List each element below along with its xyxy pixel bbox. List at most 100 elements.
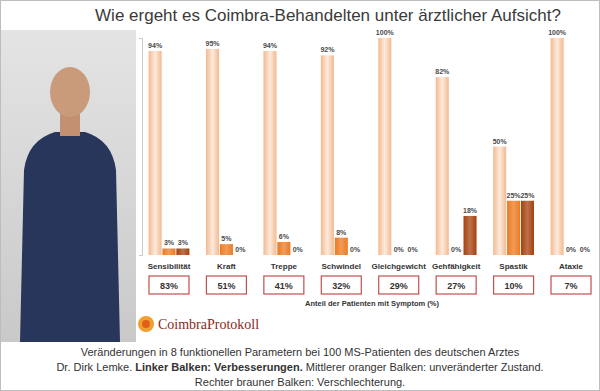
caption-segment: Rechter brauner Balken: Verschlechterung…: [195, 376, 405, 388]
share-value: 32%: [332, 281, 350, 291]
logo: CoimbraProtokoll: [138, 316, 259, 332]
share-value: 83%: [160, 281, 178, 291]
data-label: 0%: [293, 246, 304, 253]
y-tick-mark: [139, 38, 142, 39]
caption-segment: Mittlerer oranger Balken: unveränderter …: [306, 361, 544, 373]
data-label: 0%: [394, 246, 405, 253]
bar: [149, 51, 162, 255]
caption-segment: Veränderungen in 8 funktionellen Paramet…: [81, 346, 520, 358]
y-tick-mark: [139, 255, 142, 256]
data-labels: 94%95%94%92%100%82%50%100%3%5%6%8%0%0%25…: [148, 29, 591, 253]
x-tick-label: Gehfähigkeit: [432, 262, 481, 271]
title: Wie ergeht es Coimbra-Behandelten unter …: [95, 6, 561, 25]
data-label: 3%: [164, 239, 175, 246]
frame: [1, 1, 600, 391]
share-value: 10%: [505, 281, 523, 291]
y-tick: [139, 38, 142, 39]
x-tick: Ataxie: [559, 262, 584, 271]
data-label: 0%: [580, 246, 591, 253]
caption-line: Rechter brauner Balken: Verschlechterung…: [195, 376, 405, 388]
data-label: 8%: [336, 229, 347, 236]
bar: [493, 147, 506, 256]
data-label: 94%: [263, 42, 278, 49]
caption: Veränderungen in 8 funktionellen Paramet…: [56, 346, 543, 388]
x-tick-label: Schwindel: [322, 262, 362, 271]
logo-text: CoimbraProtokoll: [158, 317, 259, 332]
share-box: [379, 276, 419, 294]
photo-background: [0, 30, 136, 342]
data-label: 6%: [279, 233, 290, 240]
background: [0, 0, 600, 391]
data-label: 0%: [350, 246, 361, 253]
x-tick-label: Gleichgewicht: [372, 262, 427, 271]
bar: [162, 248, 175, 255]
bars: [149, 38, 564, 255]
share-label: Anteil der Patienten mit Symptom (%): [305, 299, 439, 308]
bar: [578, 255, 591, 256]
logo-sun: [138, 316, 154, 332]
bar: [291, 255, 304, 256]
bar: [392, 255, 405, 256]
share-value: 29%: [390, 281, 408, 291]
x-tick: Gleichgewicht: [372, 262, 427, 271]
y-axis: [139, 39, 143, 256]
share-box: [551, 276, 591, 294]
y-tick: [139, 255, 142, 256]
bar: [378, 38, 391, 255]
photo-body: [20, 132, 120, 342]
title-bar: [0, 0, 600, 30]
share-box: [494, 276, 534, 294]
data-label: 0%: [451, 246, 462, 253]
data-label: 0%: [235, 246, 246, 253]
share-box: [321, 276, 361, 294]
data-label: 94%: [148, 42, 163, 49]
share-value: 27%: [447, 281, 465, 291]
bar: [507, 201, 520, 255]
caption-segment: Dr. Dirk Lemke.: [56, 361, 132, 373]
x-tick-label: Treppe: [271, 262, 298, 271]
share-value: 51%: [217, 281, 235, 291]
data-label: 0%: [408, 246, 419, 253]
share-box: [264, 276, 304, 294]
share-box: [436, 276, 476, 294]
x-tick: Schwindel: [322, 262, 362, 271]
bar: [450, 255, 463, 256]
x-tick: Treppe: [271, 262, 298, 271]
share-value: 7%: [564, 281, 577, 291]
x-tick-label: Sensibilität: [148, 262, 191, 271]
chart-root: Wie ergeht es Coimbra-Behandelten unter …: [0, 0, 600, 391]
share-box: [206, 276, 246, 294]
symptom-share: 83%51%41%32%29%27%10%7%Anteil der Patien…: [149, 276, 591, 308]
caption-line: Veränderungen in 8 funktionellen Paramet…: [81, 346, 520, 358]
logo-sun-core: [142, 320, 150, 328]
data-label: 25%: [520, 192, 535, 199]
data-label: 0%: [566, 246, 577, 253]
x-tick-label: Spastik: [499, 262, 528, 271]
caption-line: Dr. Dirk Lemke.Linker Balken: Verbesseru…: [56, 361, 543, 373]
bar: [436, 77, 449, 255]
data-label: 100%: [376, 29, 395, 36]
data-label: 25%: [507, 192, 522, 199]
x-tick: Sensibilität: [148, 262, 191, 271]
bar: [521, 201, 534, 255]
bar: [349, 255, 362, 256]
bar: [335, 238, 348, 255]
bar: [220, 244, 233, 255]
data-label: 82%: [435, 68, 450, 75]
photo: [0, 30, 136, 342]
share-box: [149, 276, 189, 294]
data-label: 3%: [178, 239, 189, 246]
x-tick: Gehfähigkeit: [432, 262, 481, 271]
caption-segment: Linker Balken: Verbesserungen.: [135, 361, 303, 373]
data-label: 95%: [206, 40, 221, 47]
bar: [277, 242, 290, 255]
bar: [564, 255, 577, 256]
x-tick-label: Ataxie: [559, 262, 584, 271]
data-label: 18%: [463, 207, 478, 214]
bar: [234, 255, 247, 256]
x-axis: Sensibilität Kraft Treppe Schwindel Gleichge…: [148, 262, 584, 271]
data-label: 5%: [221, 235, 232, 242]
bar: [176, 248, 189, 255]
bar: [551, 38, 564, 255]
x-tick-label: Kraft: [217, 262, 236, 271]
